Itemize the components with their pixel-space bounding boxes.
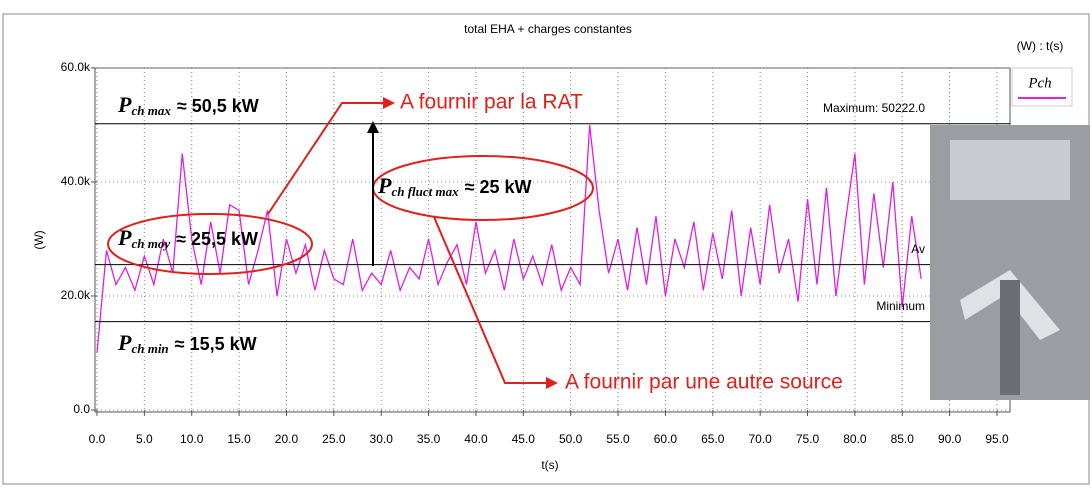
y-tick-label: 0.0 (73, 402, 90, 416)
photo-propeller (960, 270, 1060, 340)
callout-ellipse (107, 213, 313, 275)
legend-box (1011, 67, 1073, 107)
callout-arrow (267, 102, 385, 215)
x-tick-label: 25.0 (322, 432, 346, 446)
annotation: Pch max ≈ 50,5 kW (117, 92, 259, 118)
photo-detail (950, 140, 1070, 200)
x-tick-label: 5.0 (136, 432, 153, 446)
callout-text: A fournir par la RAT (400, 91, 583, 114)
y-tick-label: 20.0k (61, 288, 91, 302)
x-tick-label: 55.0 (606, 432, 630, 446)
x-tick-label: 40.0 (464, 432, 488, 446)
x-axis-label: t(s) (541, 458, 558, 472)
arrow-head (383, 97, 395, 109)
reference-label: Av (911, 242, 925, 256)
y-tick-label: 40.0k (61, 174, 91, 188)
x-tick-label: 75.0 (796, 432, 820, 446)
x-tick-label: 95.0 (985, 432, 1009, 446)
annotation: Pch min ≈ 15,5 kW (117, 330, 257, 356)
x-tick-label: 60.0 (654, 432, 678, 446)
plot-area (94, 67, 1011, 413)
arrow-head (546, 377, 558, 389)
x-tick-label: 20.0 (275, 432, 299, 446)
x-tick-label: 30.0 (370, 432, 394, 446)
photo-strut (1000, 280, 1020, 395)
x-tick-label: 45.0 (512, 432, 536, 446)
plot: 0.0 20.0k 40.0k 60.0k 0.0 5.0 10.0 15.0 20.0 25.0… (61, 60, 1011, 446)
arrow-head (367, 121, 379, 133)
x-tick-label: 70.0 (748, 432, 772, 446)
callout-arrow (433, 216, 548, 384)
y-tick-label: 60.0k (61, 60, 91, 74)
annotation: Pch moy ≈ 25,5 kW (117, 225, 258, 251)
x-tick-label: 50.0 (559, 432, 583, 446)
reference-label: Minimum (876, 299, 925, 313)
reference-label: Maximum: 50222.0 (823, 101, 925, 115)
y-axis-label: (W) (32, 230, 46, 249)
annotations: Pch max ≈ 50,5 kW Pch fluct max ≈ 25 kW Pc… (107, 91, 843, 394)
x-tick-label: 10.0 (180, 432, 204, 446)
x-tick-label: 80.0 (843, 432, 867, 446)
annotation: Pch fluct max ≈ 25 kW (377, 173, 532, 199)
chart-title: total EHA + charges constantes (464, 22, 632, 36)
x-tick-label: 15.0 (227, 432, 251, 446)
x-tick-label: 90.0 (938, 432, 962, 446)
x-tick-label: 65.0 (701, 432, 725, 446)
x-tick-label: 85.0 (891, 432, 915, 446)
x-tick-label: 0.0 (89, 432, 106, 446)
legend-label: Pch (1027, 75, 1051, 91)
x-tick-label: 35.0 (417, 432, 441, 446)
units-label: (W) : t(s) (1017, 39, 1064, 53)
callout-text: A fournir par une autre source (565, 371, 843, 394)
